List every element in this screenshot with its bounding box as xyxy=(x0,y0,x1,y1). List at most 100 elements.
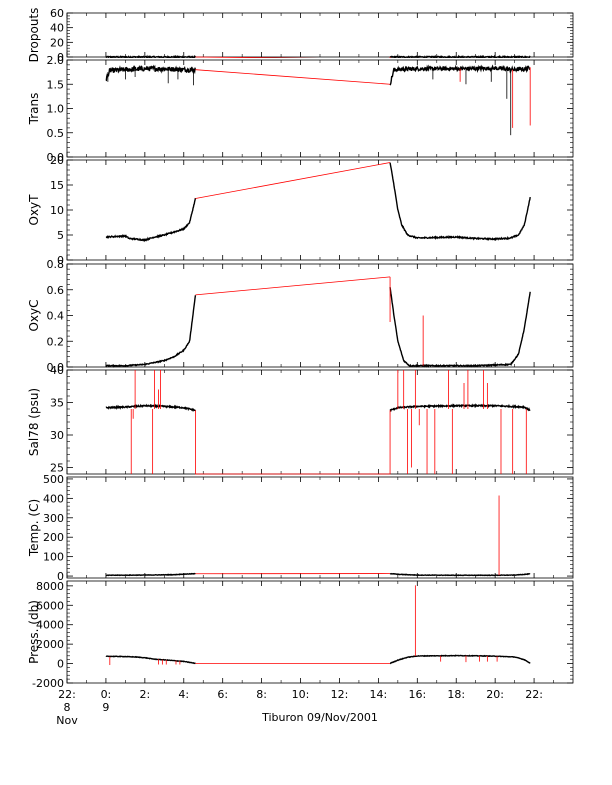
y-tick-label: 0.0 xyxy=(47,361,65,374)
panel-frame xyxy=(66,12,574,58)
series-line-1 xyxy=(389,654,531,665)
panel-data xyxy=(105,585,531,666)
panel-4: 25 30 35 40 Sal78 (psu) xyxy=(27,364,574,475)
x-tick-label: 20: xyxy=(486,688,504,701)
y-tick-label: 2000 xyxy=(36,638,64,651)
series-line-0 xyxy=(105,64,197,82)
y-tick-label: 6000 xyxy=(36,599,64,612)
y-tick-label: 400 xyxy=(43,492,64,505)
x-tick-label: 18: xyxy=(447,688,465,701)
x-tick-label: 4: xyxy=(178,688,189,701)
panel-data xyxy=(105,54,531,58)
series-line-0 xyxy=(105,197,197,243)
y-tick-label: 5 xyxy=(57,229,64,242)
panel-frame xyxy=(66,263,574,368)
panel-frame xyxy=(66,369,574,475)
y-tick-label: 0 xyxy=(57,658,64,671)
y-axis-title: Trans xyxy=(27,93,41,126)
y-tick-label: 1.0 xyxy=(47,103,65,116)
y-axis-title: Dropouts xyxy=(27,8,41,63)
y-tick-label: 0 xyxy=(57,254,64,267)
y-tick-label: 8000 xyxy=(36,580,64,593)
y-tick-label: 20 xyxy=(50,154,64,167)
panel-data xyxy=(105,495,531,577)
x-tick-label: 0: xyxy=(101,688,112,701)
panel-frame xyxy=(66,59,574,158)
y-tick-label: 35 xyxy=(50,397,64,410)
y-tick-label: 0.8 xyxy=(47,258,65,271)
x-date-label: Nov xyxy=(56,714,78,727)
y-tick-label: 100 xyxy=(43,551,64,564)
y-tick-label: 0 xyxy=(57,570,64,583)
gap-line-2 xyxy=(195,276,391,296)
x-tick-label: 16: xyxy=(408,688,426,701)
series-line-1 xyxy=(389,403,531,413)
x-tick-label: 12: xyxy=(331,688,349,701)
series-line-0 xyxy=(105,655,196,665)
x-tick-label: 22: xyxy=(58,688,76,701)
x-tick-label: 2: xyxy=(139,688,150,701)
panel-2: 0 5 10 15 20 OxyT xyxy=(27,154,574,267)
gap-line-2 xyxy=(195,162,391,199)
x-tick-label: 8: xyxy=(256,688,267,701)
y-tick-label: 0.5 xyxy=(47,127,65,140)
gap-line-2 xyxy=(195,56,391,58)
y-tick-label: 30 xyxy=(50,429,64,442)
y-axis-title: Press. (db) xyxy=(27,600,41,664)
y-tick-label: 0.2 xyxy=(47,335,65,348)
series-line-1 xyxy=(389,287,531,368)
panel-frame xyxy=(66,476,574,579)
panel-data xyxy=(105,276,531,368)
panel-frame xyxy=(66,580,574,684)
y-axis-title: OxyT xyxy=(27,194,41,226)
series-line-0 xyxy=(105,572,196,577)
x-tick-label: 6: xyxy=(217,688,228,701)
y-tick-label: 2.0 xyxy=(47,54,65,67)
y-tick-label: 0.4 xyxy=(47,310,65,323)
series-line-1 xyxy=(389,162,531,242)
panel-data xyxy=(105,64,531,136)
panel-data xyxy=(105,370,531,475)
panel-frame xyxy=(66,159,574,261)
chart-panels: 0204060Dropouts0.00.51.01.52.0Trans05101… xyxy=(27,7,574,690)
gap-line-2 xyxy=(195,69,391,85)
panel-3: 0.0 0.2 0.4 0.6 0.8 OxyC xyxy=(27,258,574,374)
y-tick-label: -2000 xyxy=(32,677,64,690)
x-date-label: 9 xyxy=(102,701,109,714)
y-axis-title: Sal78 (psu) xyxy=(27,388,41,456)
y-tick-label: 300 xyxy=(43,512,64,525)
y-tick-label: 40 xyxy=(50,22,64,35)
y-tick-label: 15 xyxy=(50,179,64,192)
x-tick-label: 22: xyxy=(525,688,543,701)
series-line-0 xyxy=(105,54,196,58)
y-axis-title: OxyC xyxy=(27,299,41,331)
x-date-label: 8 xyxy=(64,701,71,714)
y-tick-label: 0 xyxy=(57,51,64,64)
x-tick-label: 10: xyxy=(292,688,310,701)
gap-line-2 xyxy=(195,410,391,475)
panel-data xyxy=(105,162,531,243)
panel-6: -2000 0 2000 4000 6000 8000 Press. (db) xyxy=(27,580,574,690)
series-line-1 xyxy=(389,54,531,58)
y-tick-label: 0.6 xyxy=(47,284,65,297)
x-tick-label: 14: xyxy=(370,688,388,701)
y-tick-label: 60 xyxy=(50,7,64,20)
y-axis-title: Temp. (C) xyxy=(27,499,41,557)
series-line-0 xyxy=(105,295,197,368)
y-tick-label: 200 xyxy=(43,531,64,544)
y-tick-label: 500 xyxy=(43,473,64,486)
y-tick-label: 10 xyxy=(50,204,64,217)
y-tick-label: 40 xyxy=(50,364,64,377)
y-tick-label: 20 xyxy=(50,36,64,49)
x-axis-title: Tiburon 09/Nov/2001 xyxy=(261,711,378,724)
y-tick-label: 25 xyxy=(50,462,64,475)
series-line-1 xyxy=(389,572,531,577)
y-tick-label: 4000 xyxy=(36,619,64,632)
y-tick-label: 0.0 xyxy=(47,151,65,164)
y-tick-label: 1.5 xyxy=(47,78,65,91)
series-line-0 xyxy=(105,403,197,413)
